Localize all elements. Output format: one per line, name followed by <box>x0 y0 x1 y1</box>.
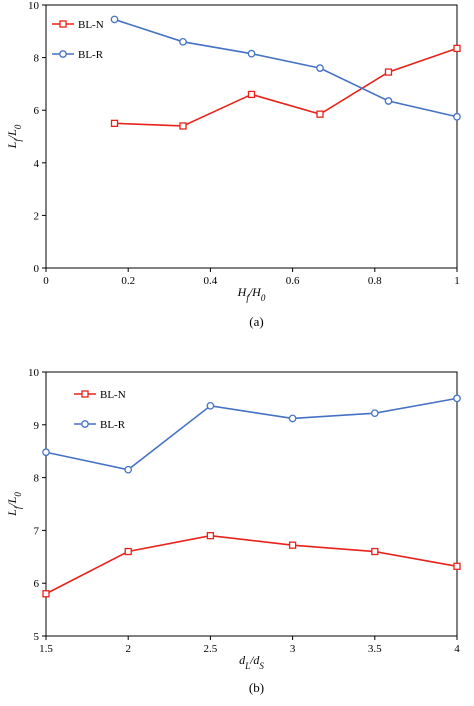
x-tick-label: 0.6 <box>286 275 300 287</box>
chart-b: 1.5 2 2.5 3 3.5 4 5 6 7 8 9 10 BL-N BL-R dL/dS Lf/L0 (b) <box>5 367 461 695</box>
series-bl-r <box>42 394 461 474</box>
y-tick-label: 8 <box>34 53 40 65</box>
data-point <box>288 414 297 423</box>
y-axis-label: Lf/L0 <box>5 124 23 149</box>
data-point <box>42 448 50 457</box>
y-axis-label: Lf/L0 <box>5 492 23 517</box>
x-tick-label: 2.5 <box>204 643 218 655</box>
data-point <box>206 532 215 540</box>
y-tick-label: 6 <box>34 105 40 117</box>
legend-label: BL-N <box>78 19 104 31</box>
data-point <box>179 37 187 46</box>
data-point <box>453 394 461 403</box>
data-point <box>453 44 461 53</box>
y-tick-label: 6 <box>34 578 40 590</box>
legend-marker <box>59 20 67 28</box>
data-point <box>42 590 50 598</box>
plot-frame <box>45 4 458 269</box>
chart-caption: (b) <box>249 680 264 695</box>
data-point <box>124 547 132 556</box>
data-point <box>371 547 379 556</box>
data-point <box>370 409 379 418</box>
y-tick-label: 7 <box>34 525 40 537</box>
chart-caption: (a) <box>249 314 263 329</box>
x-tick-label: 1.5 <box>39 643 53 655</box>
data-point <box>453 562 461 570</box>
data-point <box>316 64 324 72</box>
legend-marker <box>59 50 67 58</box>
y-tick-label: 8 <box>34 473 40 485</box>
data-point <box>247 49 256 58</box>
series-line <box>114 18 458 118</box>
x-tick-label: 3.5 <box>368 643 382 655</box>
chart-a: 0 0.2 0.4 0.6 0.8 10246810BL-NBL-RHf/H0Lf/L0(… <box>5 0 461 329</box>
data-point <box>110 119 119 127</box>
legend-label: BL-N <box>100 389 126 401</box>
series-line <box>114 47 458 127</box>
data-point <box>110 15 119 24</box>
x-tick-label: 0.2 <box>121 275 135 287</box>
x-axis-label: dL/dS <box>239 653 264 671</box>
legend-label: BL-R <box>100 419 126 431</box>
data-point <box>247 90 256 99</box>
x-tick-label: 2 <box>125 643 131 655</box>
y-tick-label: 9 <box>34 420 40 432</box>
data-point <box>288 541 297 549</box>
x-axis-label: Hf/H0 <box>237 285 266 303</box>
data-point <box>179 122 187 130</box>
series-bl-r <box>110 15 461 121</box>
x-tick-label: 4 <box>454 643 460 655</box>
legend-marker <box>81 420 89 428</box>
data-point <box>384 97 393 105</box>
x-tick-label: 0 <box>43 275 49 287</box>
y-tick-label: 4 <box>34 158 40 170</box>
series-line <box>45 534 458 595</box>
data-point <box>316 110 324 118</box>
series-line <box>45 397 458 471</box>
y-tick-label: 2 <box>34 210 40 222</box>
data-point <box>453 112 461 121</box>
y-tick-label: 10 <box>28 0 40 12</box>
data-point <box>384 68 393 76</box>
data-point <box>206 401 215 410</box>
data-point <box>124 465 133 474</box>
y-tick-label: 0 <box>34 263 40 275</box>
legend-label: BL-R <box>78 49 104 61</box>
x-tick-label: 3 <box>290 643 296 655</box>
x-tick-label: 0.4 <box>204 275 218 287</box>
plot-frame <box>45 371 458 637</box>
legend-marker <box>81 390 89 398</box>
x-tick-label: 1 <box>454 275 460 287</box>
x-tick-label: 0.8 <box>368 275 382 287</box>
y-tick-label: 5 <box>34 631 40 643</box>
series-bl-n <box>42 532 461 598</box>
series-bl-n <box>110 44 461 130</box>
y-tick-label: 10 <box>28 367 40 379</box>
